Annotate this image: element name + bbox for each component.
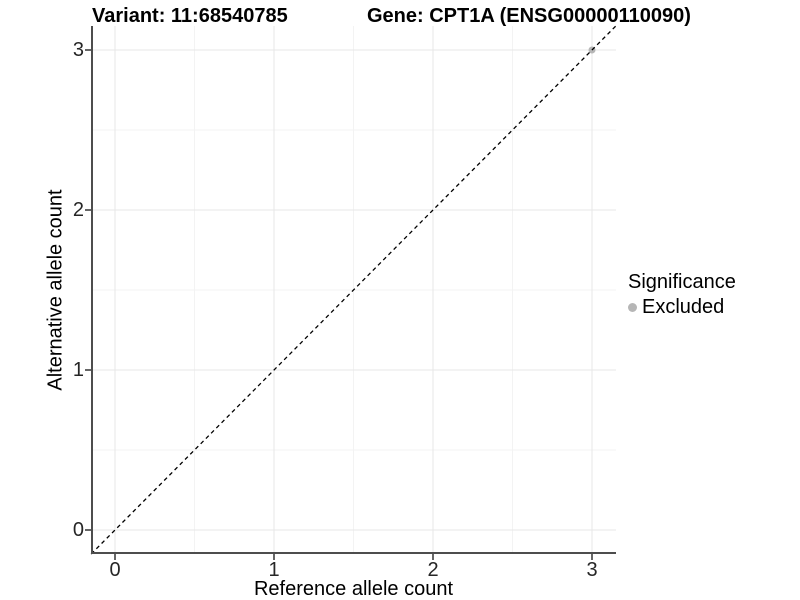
y-tick-label: 1 [72, 359, 84, 381]
x-axis-title: Reference allele count [253, 578, 453, 600]
y-tick-label: 3 [72, 39, 84, 61]
y-axis-title: Alternative allele count [44, 189, 67, 391]
plot-title-variant: Variant: 11:68540785 [92, 5, 288, 27]
x-tick-label: 2 [427, 559, 439, 581]
legend-item: Excluded [628, 296, 736, 319]
plot-panel [85, 25, 617, 560]
x-tick-label: 3 [586, 559, 598, 581]
identity-reference-line [90, 25, 617, 555]
x-tick-label: 0 [109, 559, 121, 581]
plot-canvas [85, 25, 617, 560]
legend-title: Significance [628, 271, 736, 293]
x-tick-label: 1 [268, 559, 280, 581]
y-tick-label: 2 [72, 199, 84, 221]
legend-items: Excluded [628, 296, 736, 319]
plot-title-gene: Gene: CPT1A (ENSG00000110090) [367, 5, 691, 27]
legend-item-label: Excluded [642, 296, 725, 318]
y-tick-label: 0 [72, 519, 84, 541]
legend: Significance Excluded [628, 271, 736, 319]
legend-key-dot-icon [628, 303, 637, 312]
